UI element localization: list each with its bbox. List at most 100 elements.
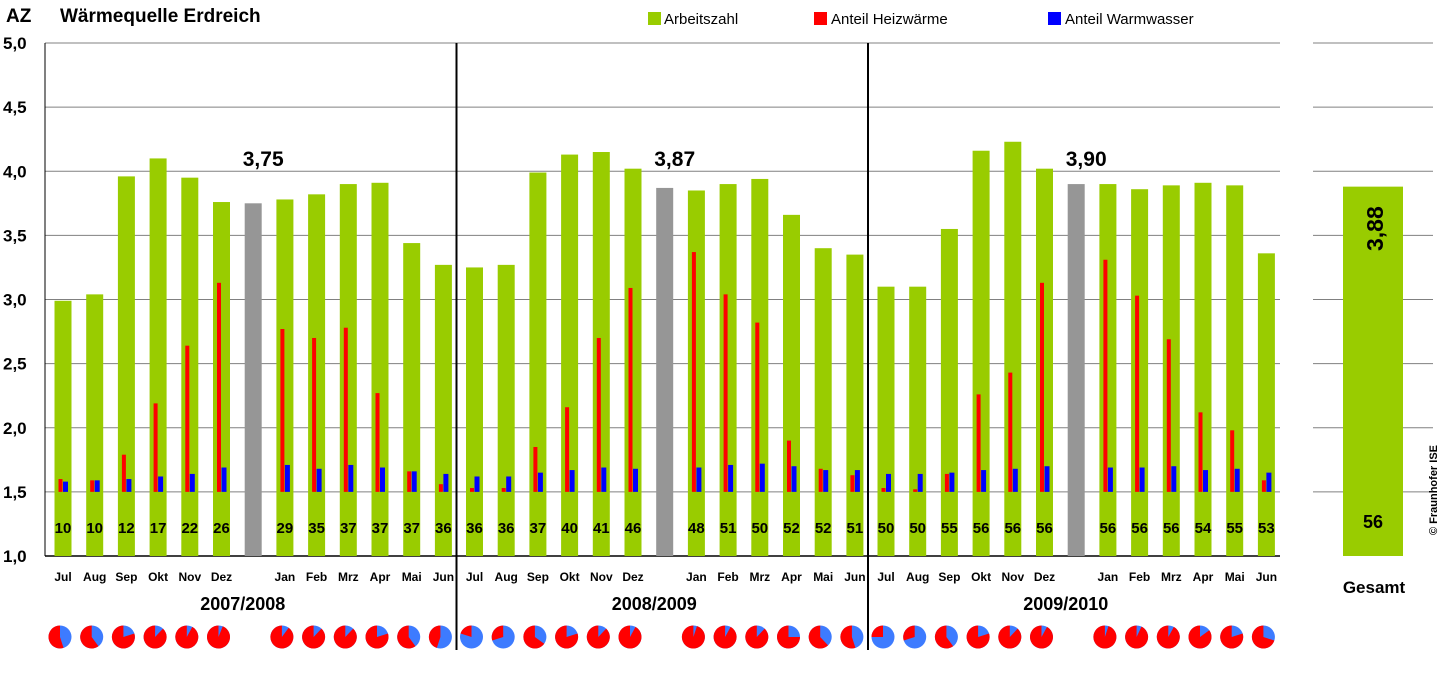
pies-layer [48,625,1275,649]
count-label: 37 [372,520,389,537]
bar-heizwaerme [280,328,285,492]
bar-warmwasser [854,470,860,492]
bar-arbeitszahl [624,168,642,556]
month-tick-label: Jan [686,570,707,584]
bar-arbeitszahl [1036,168,1053,556]
count-label: 52 [815,520,832,537]
bar-warmwasser [728,464,734,492]
copyright-note: © Fraunhofer ISE [1428,445,1440,535]
bar-arbeitszahl [308,194,326,556]
legend-label-warmwasser: Anteil Warmwasser [1065,11,1194,28]
count-label: 55 [941,520,958,537]
pie-heizwaerme [745,625,769,649]
pie-heizwaerme [523,625,545,649]
month-tick-label: Jan [275,570,296,584]
month-tick-label: Mrz [338,570,359,584]
bar-warmwasser [1107,467,1113,492]
bar-warmwasser [633,468,638,492]
pie-heizwaerme [1125,625,1149,649]
bar-heizwaerme [565,407,570,492]
bar-warmwasser [886,473,891,492]
bar-arbeitszahl [181,177,199,556]
pie-heizwaerme [1156,625,1180,649]
annual-value-label: 3,90 [1066,148,1107,171]
pie-heizwaerme [48,625,64,649]
bar-warmwasser [94,480,100,492]
bar-arbeitszahl [1004,141,1022,556]
bar-arbeitszahl [846,254,864,557]
bar-heizwaerme [121,454,126,492]
month-tick-label: Jul [877,570,894,584]
month-tick-label: Okt [560,570,580,584]
total-panel: 3,88 56 Gesamt © Fraunhofer ISE [1313,42,1440,597]
month-tick-label: Mrz [1161,570,1182,584]
count-label: 48 [688,520,705,537]
count-label: 26 [213,520,230,537]
bar-heizwaerme [1166,339,1171,492]
count-label: 51 [847,520,864,537]
bar-warmwasser [981,470,987,492]
bar-heizwaerme [1198,412,1203,492]
chart-title: Wärmequelle Erdreich [60,6,261,27]
bar-heizwaerme [850,475,855,492]
pie-heizwaerme [206,625,230,649]
pie-heizwaerme [713,625,737,649]
pie-heizwaerme [966,625,990,649]
bar-heizwaerme [755,322,760,492]
pie-heizwaerme [1220,625,1244,649]
bar-warmwasser [348,464,354,492]
month-tick-label: Nov [178,570,201,584]
count-label: 37 [340,520,357,537]
y-tick-label: 1,5 [3,483,27,502]
month-tick-label: Mrz [749,570,770,584]
count-label: 56 [1004,520,1021,537]
legend-swatch-heizwaerme [814,12,827,25]
month-tick-label: Jun [433,570,454,584]
count-label: 56 [973,520,990,537]
legend-swatch-warmwasser [1048,12,1061,25]
legend-swatch-arbeitszahl [648,12,661,25]
bar-arbeitszahl [1162,185,1180,557]
bar-arbeitszahl [86,294,104,556]
pie-heizwaerme [1093,625,1117,649]
bar-arbeitszahl [972,150,990,557]
count-label: 46 [625,520,642,537]
bar-warmwasser [1139,467,1145,492]
bar-arbeitszahl [54,300,72,556]
pie-heizwaerme [586,625,610,649]
bar-heizwaerme [691,252,696,492]
period-label: 2009/2010 [1023,594,1108,614]
y-tick-label: 5,0 [3,34,27,53]
bar-arbeitszahl [434,264,452,556]
bar-annual [656,187,674,557]
pie-heizwaerme [333,625,357,649]
bar-arbeitszahl [371,182,389,557]
total-value-label: 3,88 [1362,206,1388,251]
bar-arbeitszahl [276,199,294,556]
pie-heizwaerme [397,625,416,649]
bar-warmwasser [1203,470,1208,492]
pie-heizwaerme [491,625,504,641]
bar-arbeitszahl [814,248,832,556]
y-tick-label: 4,0 [3,162,27,181]
bar-heizwaerme [470,488,474,492]
pie-heizwaerme [555,625,579,649]
count-label: 12 [118,520,135,537]
bar-arbeitszahl [339,184,357,556]
bar-warmwasser [158,476,164,492]
y-tick-label: 2,0 [3,419,27,438]
pie-heizwaerme [681,625,705,649]
bar-warmwasser [601,467,607,492]
count-label: 55 [1226,520,1243,537]
bar-arbeitszahl [592,152,610,556]
bar-warmwasser [1266,472,1272,492]
count-label: 56 [1131,520,1148,537]
bar-heizwaerme [628,287,633,492]
bar-heizwaerme [90,480,95,492]
bar-heizwaerme [1103,259,1108,492]
pie-heizwaerme [302,625,326,649]
bar-heizwaerme [438,484,443,492]
count-label: 29 [277,520,294,537]
bar-warmwasser [380,467,385,492]
